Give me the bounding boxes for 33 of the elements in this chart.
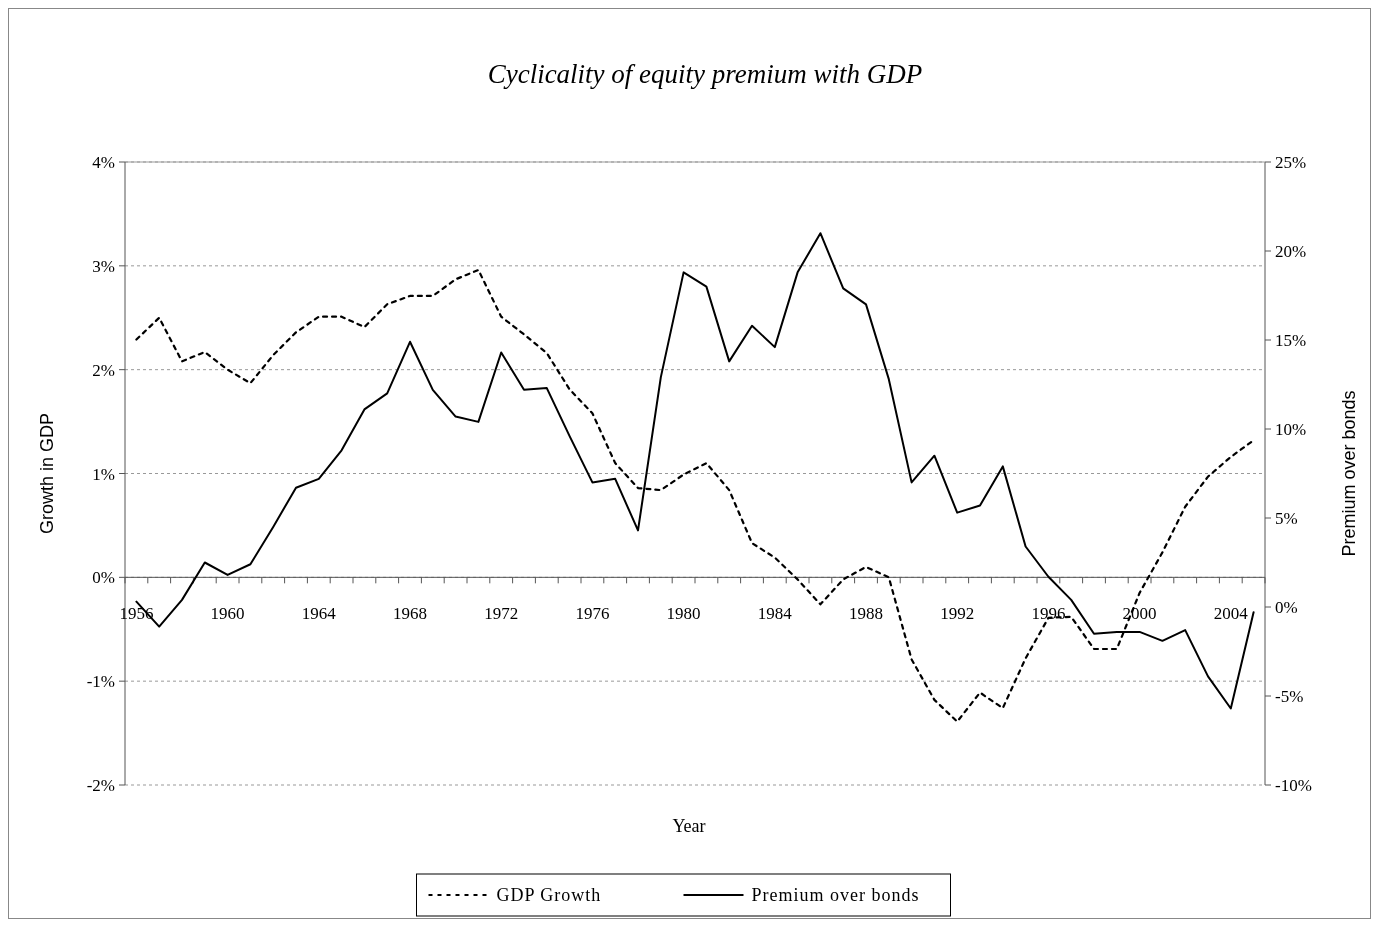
x-tick-label: 2000 bbox=[1122, 604, 1157, 624]
y2-tick-label: 20% bbox=[1275, 242, 1307, 261]
legend-label: Premium over bonds bbox=[751, 885, 920, 905]
y2-tick-label: 10% bbox=[1275, 420, 1307, 439]
x-tick-label: 1964 bbox=[301, 604, 337, 624]
x-tick-label: 1996 bbox=[1031, 604, 1066, 624]
x-axis-title: Year bbox=[672, 816, 706, 836]
y2-axis-title: Premium over bonds bbox=[1339, 390, 1359, 557]
x-tick-label: 1960 bbox=[210, 604, 245, 624]
y-tick-label: 0% bbox=[92, 568, 115, 588]
y2-tick-label: -5% bbox=[1275, 687, 1304, 706]
x-tick-label: 1988 bbox=[849, 604, 883, 624]
x-tick-label: 1968 bbox=[393, 604, 427, 624]
y-tick-label: 3% bbox=[92, 256, 115, 276]
x-tick-label: 2004 bbox=[1213, 604, 1249, 624]
y-tick-label: 1% bbox=[92, 464, 115, 484]
y2-tick-label: 25% bbox=[1275, 153, 1307, 172]
chart-title: Cyclicality of equity premium with GDP bbox=[487, 59, 923, 89]
y2-tick-label: 15% bbox=[1275, 331, 1307, 350]
legend-label: GDP Growth bbox=[496, 885, 602, 905]
x-tick-label: 1980 bbox=[666, 604, 701, 624]
y-tick-label: -2% bbox=[86, 776, 115, 795]
y-tick-label: 2% bbox=[92, 360, 115, 380]
y2-tick-label: 5% bbox=[1275, 509, 1298, 528]
x-tick-label: 1992 bbox=[940, 604, 975, 624]
y2-tick-label: 0% bbox=[1275, 598, 1298, 617]
y-axis-title: Growth in GDP bbox=[37, 412, 57, 535]
y-tick-label: 4% bbox=[92, 153, 115, 172]
y-tick-label: -1% bbox=[86, 672, 115, 692]
x-tick-label: 1976 bbox=[575, 604, 610, 624]
x-tick-label: 1984 bbox=[757, 604, 793, 624]
x-tick-label: 1972 bbox=[484, 604, 519, 624]
y2-tick-label: -10% bbox=[1275, 776, 1312, 795]
